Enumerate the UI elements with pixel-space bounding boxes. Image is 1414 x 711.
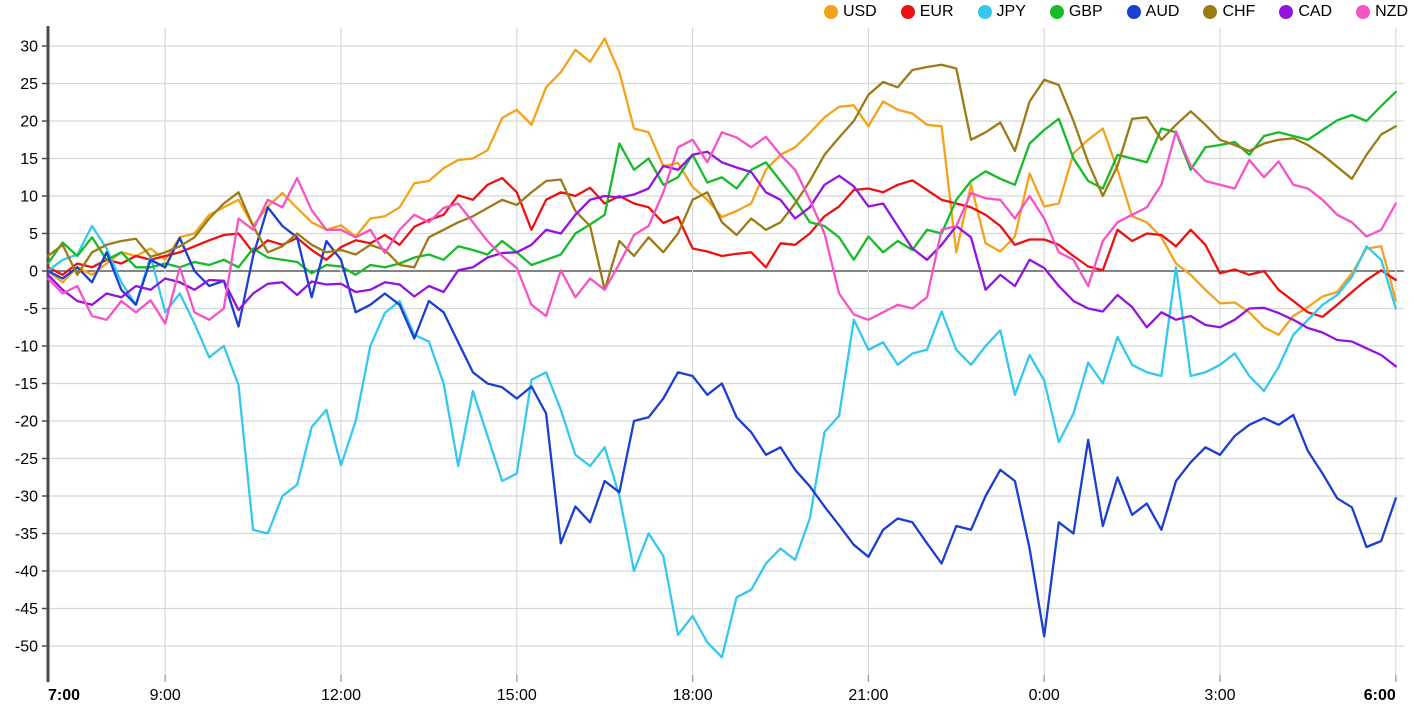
legend-label: CAD xyxy=(1298,3,1333,20)
y-axis-label: -30 xyxy=(15,489,38,506)
legend-item-eur[interactable]: EUR xyxy=(900,3,954,21)
series-line-eur xyxy=(46,176,1397,318)
legend-item-aud[interactable]: AUD xyxy=(1126,3,1180,21)
y-axis-label: -35 xyxy=(15,526,38,543)
x-axis-label: 12:00 xyxy=(321,687,361,704)
x-axis-label: 15:00 xyxy=(497,687,537,704)
x-axis-label: 3:00 xyxy=(1204,687,1235,704)
legend-item-gbp[interactable]: GBP xyxy=(1049,3,1103,21)
jpy-legend-dot-icon xyxy=(977,5,992,19)
chf-legend-dot-icon xyxy=(1203,5,1218,19)
cad-legend-dot-icon xyxy=(1279,5,1294,19)
legend-item-nzd[interactable]: NZD xyxy=(1356,3,1408,21)
series-line-aud xyxy=(46,206,1397,638)
y-axis-label: 10 xyxy=(20,189,38,206)
usd-legend-dot-icon xyxy=(823,5,838,19)
eur-legend-dot-icon xyxy=(900,5,915,19)
y-axis-label: -50 xyxy=(15,639,38,656)
series-line-chf xyxy=(46,63,1397,291)
x-axis-label: 9:00 xyxy=(150,687,181,704)
series-line-cad xyxy=(46,150,1397,368)
legend-label: AUD xyxy=(1145,3,1180,20)
y-axis-label: 5 xyxy=(29,226,38,243)
chart-legend: USD EUR JPY GBP AUD CHF CAD NZD xyxy=(823,3,1408,21)
nzd-legend-dot-icon xyxy=(1356,5,1371,19)
y-axis-label: -40 xyxy=(15,564,38,581)
y-axis-label: 25 xyxy=(20,76,38,93)
y-axis-label: 30 xyxy=(20,39,38,56)
y-axis-label: 20 xyxy=(20,114,38,131)
legend-item-jpy[interactable]: JPY xyxy=(977,3,1026,21)
y-axis-label: -25 xyxy=(15,451,38,468)
x-axis-label: 21:00 xyxy=(848,687,888,704)
y-axis-label: -10 xyxy=(15,339,38,356)
legend-label: EUR xyxy=(919,3,954,20)
legend-label: NZD xyxy=(1375,3,1408,20)
aud-legend-dot-icon xyxy=(1126,5,1141,19)
y-axis-label: -45 xyxy=(15,601,38,618)
x-axis-label: 6:00 xyxy=(1364,687,1396,704)
gbp-legend-dot-icon xyxy=(1049,5,1064,19)
legend-label: GBP xyxy=(1068,3,1103,20)
series-line-jpy xyxy=(46,224,1397,659)
legend-label: JPY xyxy=(996,3,1026,20)
legend-label: USD xyxy=(842,3,877,20)
y-axis-label: 0 xyxy=(29,264,38,281)
legend-item-cad[interactable]: CAD xyxy=(1279,3,1332,21)
x-axis-label: 0:00 xyxy=(1029,687,1060,704)
legend-item-usd[interactable]: USD xyxy=(823,3,877,21)
legend-item-chf[interactable]: CHF xyxy=(1203,3,1255,21)
legend-label: CHF xyxy=(1222,3,1256,20)
y-axis-label: 15 xyxy=(20,151,38,168)
x-axis-label: 18:00 xyxy=(673,687,713,704)
x-axis-label: 7:00 xyxy=(48,687,80,704)
y-axis-label: -5 xyxy=(24,301,38,318)
series-line-nzd xyxy=(46,130,1397,325)
y-axis-label: -15 xyxy=(15,376,38,393)
y-axis-label: -20 xyxy=(15,414,38,431)
